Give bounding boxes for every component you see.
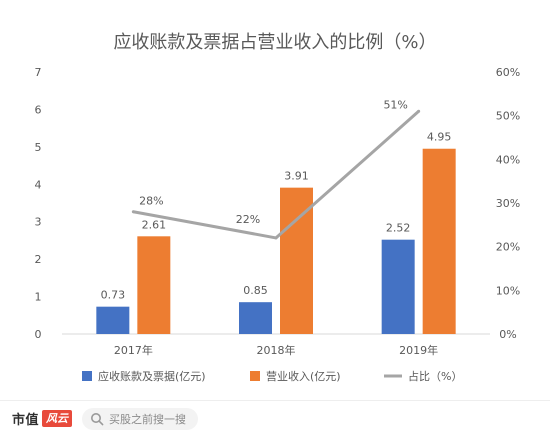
x-tick-label: 2019年 (399, 343, 438, 357)
bar-data-label: 0.73 (101, 289, 126, 302)
legend-swatch (82, 371, 92, 381)
chart-title: 应收账款及票据占营业收入的比例（%） (113, 32, 436, 53)
y-right-tick-label: 10% (496, 284, 520, 297)
bar-mark (137, 236, 171, 334)
y-left-tick-label: 1 (35, 291, 42, 304)
y-left-tick-label: 0 (35, 328, 42, 341)
bar-mark (381, 239, 415, 334)
brand-logo: 市值 风云 (12, 408, 73, 430)
y-left-tick-label: 5 (35, 141, 42, 154)
bar-data-label: 2.52 (386, 222, 411, 235)
line-series-mark (133, 110, 420, 240)
legend-label: 应收账款及票据(亿元) (98, 369, 206, 383)
y-right-tick-label: 50% (496, 110, 520, 123)
y-left-tick-label: 4 (35, 178, 42, 191)
y-left-tick-label: 7 (35, 66, 42, 79)
search-icon (91, 412, 104, 425)
bar-data-label: 2.61 (142, 218, 167, 231)
x-tick-label: 2018年 (257, 343, 296, 357)
legend-swatch (250, 371, 260, 381)
legend-label: 占比（%） (408, 369, 462, 383)
y-right-tick-label: 0% (499, 328, 516, 341)
chart-svg: 应收账款及票据占营业收入的比例（%） 0 1 2 3 4 5 6 7 0% 10% 20% 30% 40%… (35, 32, 521, 383)
search-box[interactable]: 买股之前搜一搜 (82, 407, 199, 430)
bar-data-label: 0.85 (243, 284, 268, 297)
line-point (274, 236, 278, 240)
line-data-label: 51% (383, 98, 407, 111)
y-right-tick-label: 40% (496, 153, 520, 166)
y-left-tick-label: 3 (35, 216, 42, 229)
y-right-tick-label: 20% (496, 241, 520, 254)
bar-data-label: 4.95 (427, 131, 452, 144)
chart: 应收账款及票据占营业收入的比例（%） 0 1 2 3 4 5 6 7 0% 10% 20% 30% 40%… (35, 32, 521, 383)
bar-data-label: 3.91 (284, 170, 309, 183)
search-placeholder: 买股之前搜一搜 (109, 412, 187, 426)
line-point (131, 210, 135, 214)
legend-label: 营业收入(亿元) (266, 369, 341, 383)
bar-mark (239, 302, 272, 334)
y-right-tick-label: 30% (496, 197, 520, 210)
bar-mark (280, 187, 313, 334)
y-left-tick-label: 6 (35, 103, 42, 116)
x-tick-label: 2017年 (114, 343, 153, 357)
brand-badge: 风云 (42, 410, 73, 427)
line-data-label: 22% (236, 213, 260, 226)
brand-text: 市值 (12, 413, 40, 428)
bar-mark (96, 306, 130, 334)
y-right-tick-label: 60% (496, 66, 520, 79)
bar-mark (422, 148, 456, 334)
footer-bar: 市值 风云 买股之前搜一搜 (0, 400, 550, 436)
y-left-tick-label: 2 (35, 253, 42, 266)
line-data-label: 28% (139, 195, 163, 208)
line-point (417, 109, 421, 113)
